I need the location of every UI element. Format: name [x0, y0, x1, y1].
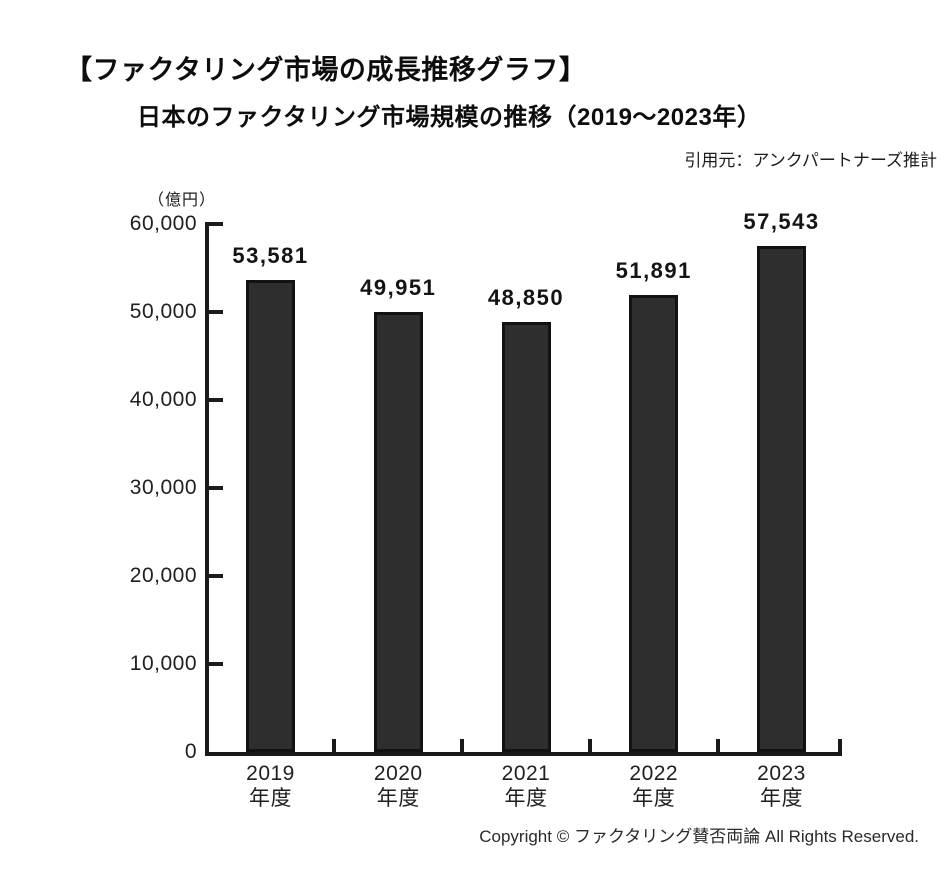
- y-tick-label-30000: 30,000: [129, 476, 197, 499]
- y-tick-label-40000: 40,000: [129, 388, 197, 411]
- chart-title: 日本のファクタリング市場規模の推移（2019～2023年）: [137, 104, 762, 131]
- page-heading: 【ファクタリング市場の成長推移グラフ】: [65, 55, 587, 85]
- x-tick-label-2023: 2023 年度: [757, 762, 806, 811]
- y-axis-unit-label: （億円）: [148, 192, 217, 209]
- y-tick-label-10000: 10,000: [129, 652, 197, 675]
- copyright-text: Copyright © ファクタリング賛否両論 All Rights Reser…: [479, 827, 919, 846]
- y-tick-label-0: 0: [184, 740, 197, 763]
- plot-area: [205, 224, 842, 756]
- y-tick-label-50000: 50,000: [129, 300, 197, 323]
- x-tick-label-2022: 2022 年度: [629, 762, 679, 811]
- y-tick-label-60000: 60,000: [129, 212, 197, 235]
- x-tick-label-2021: 2021 年度: [501, 762, 551, 811]
- x-tick-label-2019: 2019 年度: [246, 762, 295, 811]
- y-tick-label-20000: 20,000: [129, 564, 197, 587]
- source-note: 引用元：アンクパートナーズ推計: [684, 151, 937, 170]
- x-tick-label-2020: 2020 年度: [373, 762, 423, 811]
